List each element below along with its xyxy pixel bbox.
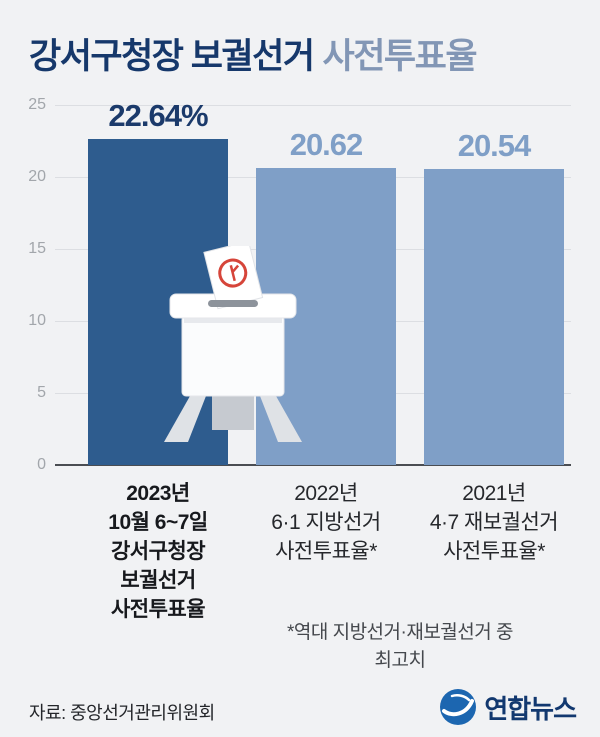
category-line: 2021년 <box>462 482 526 505</box>
category-line: 보궐선거 <box>120 569 196 592</box>
y-tick-label: 25 <box>28 96 46 113</box>
category-line: 10월 6~7일 <box>108 511 208 534</box>
category-line: 4·7 재보궐선거 <box>429 511 559 534</box>
bar-value-2023: 22.64% <box>108 98 208 133</box>
ballot-box-illustration <box>160 240 306 446</box>
bar-value-2021: 20.54 <box>457 128 532 163</box>
category-line: 2022년 <box>294 482 358 505</box>
yonhap-logo: 연합뉴스 <box>439 688 577 726</box>
y-tick-label: 5 <box>37 384 46 401</box>
category-label-2021: 2021년 4·7 재보궐선거 사전투표율* <box>404 479 584 566</box>
source-credit: 자료: 중앙선거관리위원회 <box>29 703 215 723</box>
bar-value-2022: 20.62 <box>289 127 364 162</box>
footnote-line-1: *역대 지방선거·재보궐선거 중 <box>286 622 514 643</box>
category-line: 사전투표율* <box>443 540 545 563</box>
y-tick-label: 15 <box>28 240 46 257</box>
y-tick-label: 20 <box>28 168 46 185</box>
title-sub: 사전투표율 <box>322 37 478 76</box>
chart-footnote: *역대 지방선거·재보궐선거 중 최고치 <box>230 619 570 675</box>
category-label-2023: 2023년 10월 6~7일 강서구청장 보궐선거 사전투표율 <box>68 479 248 624</box>
title-main: 강서구청장 보궐선거 <box>29 37 315 76</box>
category-line: 강서구청장 <box>110 540 206 563</box>
y-tick-label: 10 <box>28 312 46 329</box>
gridline <box>55 105 571 106</box>
category-line: 6·1 지방선거 <box>271 511 381 534</box>
x-axis-line <box>55 464 571 466</box>
category-line: 사전투표율 <box>110 598 206 621</box>
yonhap-logo-icon <box>440 689 477 725</box>
ballot-box-graphic <box>164 240 302 442</box>
bar-column-2021: 20.54 <box>424 128 564 465</box>
page-title: 강서구청장 보궐선거 사전투표율 <box>29 28 478 79</box>
y-tick-label: 0 <box>37 456 46 473</box>
category-line: 사전투표율* <box>275 540 377 563</box>
yonhap-logo-text: 연합뉴스 <box>484 693 577 724</box>
category-line: 2023년 <box>126 482 190 505</box>
footnote-line-2: 최고치 <box>374 650 426 671</box>
bar-2021 <box>424 169 564 465</box>
category-label-2022: 2022년 6·1 지방선거 사전투표율* <box>236 479 416 566</box>
